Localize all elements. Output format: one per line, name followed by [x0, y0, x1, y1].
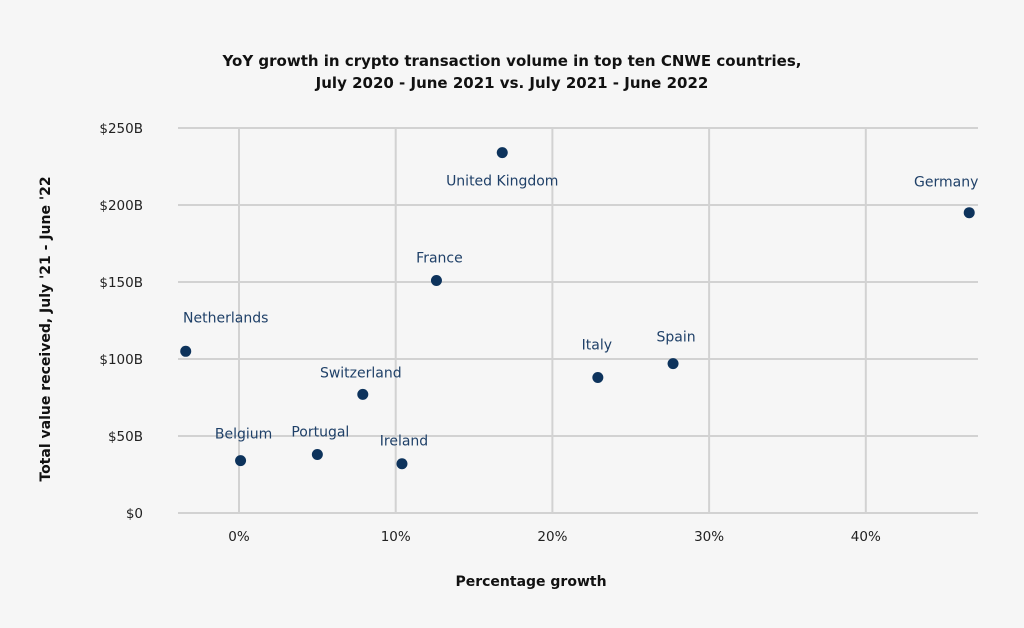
y-axis-label: Total value received, July '21 - June '2…: [38, 176, 54, 481]
data-point: [667, 358, 679, 370]
data-point-label: France: [416, 250, 463, 266]
y-tick-label: $150B: [99, 275, 143, 291]
y-tick-label: $200B: [99, 198, 143, 214]
data-point-label: Portugal: [291, 424, 349, 440]
data-point: [311, 448, 323, 460]
x-tick-label: 30%: [694, 529, 724, 545]
chart-title-line-2: July 2020 - June 2021 vs. July 2021 - Ju…: [315, 74, 709, 92]
x-tick-label: 10%: [381, 529, 411, 545]
x-axis-ticks: 0% 10% 20% 30% 40%: [228, 529, 881, 545]
y-tick-label: $50B: [108, 429, 143, 445]
data-point: [235, 455, 247, 467]
y-tick-label: $100B: [99, 352, 143, 368]
x-tick-label: 20%: [537, 529, 567, 545]
data-point-label: Belgium: [215, 427, 272, 443]
chart-title-line-1: YoY growth in crypto transaction volume …: [222, 52, 802, 70]
data-point-label: Ireland: [380, 434, 428, 450]
y-axis-ticks: $0 $50B $100B $150B $200B $250B: [99, 121, 143, 522]
data-point: [430, 274, 442, 286]
y-tick-label: $250B: [99, 121, 143, 137]
data-point-label: Italy: [582, 337, 612, 353]
data-point-label: Netherlands: [183, 310, 268, 326]
data-point: [963, 207, 975, 219]
grid: [178, 127, 978, 514]
data-point-label: United Kingdom: [446, 174, 558, 190]
data-points: Netherlands Belgium Portugal Switzerland Ire…: [180, 147, 978, 470]
data-point: [357, 388, 369, 400]
data-point-label: Switzerland: [320, 365, 402, 381]
x-tick-label: 0%: [228, 529, 250, 545]
data-point: [592, 371, 604, 383]
y-tick-label: $0: [126, 506, 143, 522]
data-point: [496, 147, 508, 159]
data-point: [180, 345, 192, 357]
data-point-label: Germany: [914, 175, 978, 191]
data-point: [396, 458, 408, 470]
x-tick-label: 40%: [851, 529, 881, 545]
data-point-label: Spain: [656, 330, 695, 346]
x-axis-label: Percentage growth: [455, 574, 606, 590]
